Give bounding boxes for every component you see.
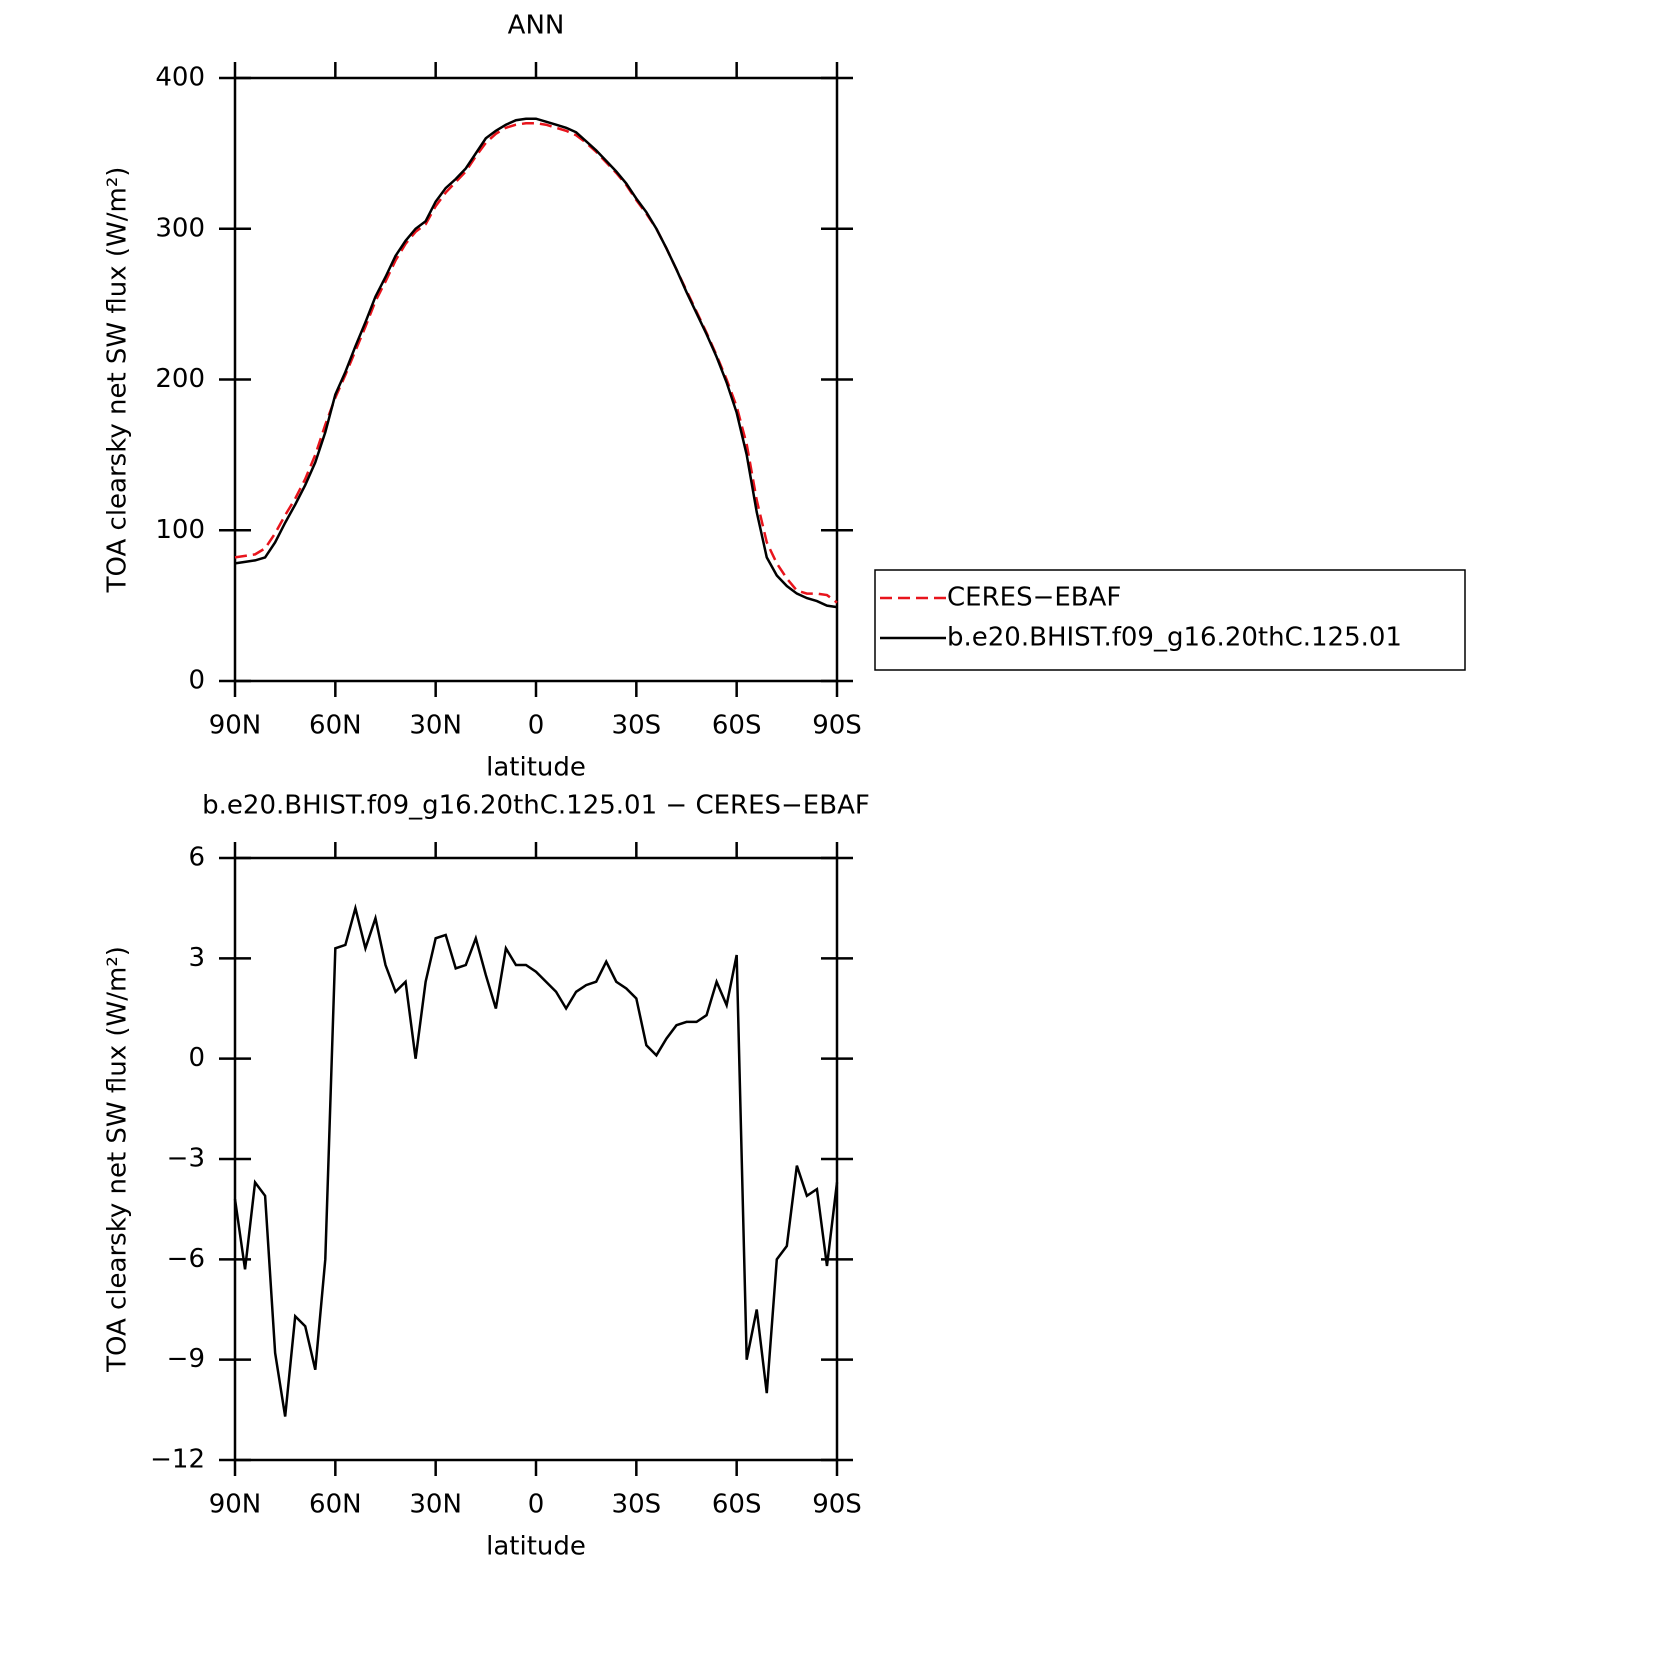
x-tick-label: 60N xyxy=(309,1490,362,1520)
chart-title: ANN xyxy=(508,11,565,41)
data-line xyxy=(234,117,838,609)
x-tick-label: 60N xyxy=(309,711,362,741)
legend-label: b.e20.BHIST.f09_g16.20thC.125.01 xyxy=(947,623,1402,653)
x-tick-label: 30N xyxy=(409,711,462,741)
x-tick-label: 30S xyxy=(612,1490,662,1520)
y-tick-label: −9 xyxy=(167,1344,205,1374)
x-tick-label: 60S xyxy=(712,1490,762,1520)
y-tick-label: −6 xyxy=(167,1244,205,1274)
x-tick-label: 90N xyxy=(209,1490,262,1520)
x-tick-label: 30S xyxy=(612,711,662,741)
x-tick-label: 90S xyxy=(812,711,862,741)
y-axis-label: TOA clearsky net SW flux (W/m²) xyxy=(103,167,133,594)
y-tick-label: −3 xyxy=(167,1144,205,1174)
y-axis-label: TOA clearsky net SW flux (W/m²) xyxy=(103,946,133,1373)
plot-frame xyxy=(233,856,839,1462)
chart-title: b.e20.BHIST.f09_g16.20thC.125.01 − CERES… xyxy=(202,791,870,821)
x-tick-label: 0 xyxy=(528,1490,545,1520)
data-line xyxy=(233,903,839,1417)
x-tick-label: 60S xyxy=(712,711,762,741)
x-tick-label: 30N xyxy=(409,1490,462,1520)
y-tick-label: 3 xyxy=(188,943,205,973)
x-axis-label: latitude xyxy=(486,1532,586,1562)
y-tick-label: 400 xyxy=(155,63,205,93)
y-tick-label: 100 xyxy=(155,515,205,545)
x-tick-label: 0 xyxy=(528,711,545,741)
y-tick-label: 300 xyxy=(155,213,205,243)
y-tick-label: 0 xyxy=(188,1043,205,1073)
y-tick-label: 0 xyxy=(188,666,205,696)
y-tick-label: 200 xyxy=(155,364,205,394)
legend-box xyxy=(874,569,1466,671)
x-tick-label: 90S xyxy=(812,1490,862,1520)
legend-label: CERES−EBAF xyxy=(947,583,1121,613)
x-tick-label: 90N xyxy=(209,711,262,741)
plot-frame xyxy=(233,76,839,683)
y-tick-label: −12 xyxy=(150,1445,205,1475)
data-line xyxy=(234,121,838,604)
x-axis-label: latitude xyxy=(486,753,586,783)
y-tick-label: 6 xyxy=(188,843,205,873)
